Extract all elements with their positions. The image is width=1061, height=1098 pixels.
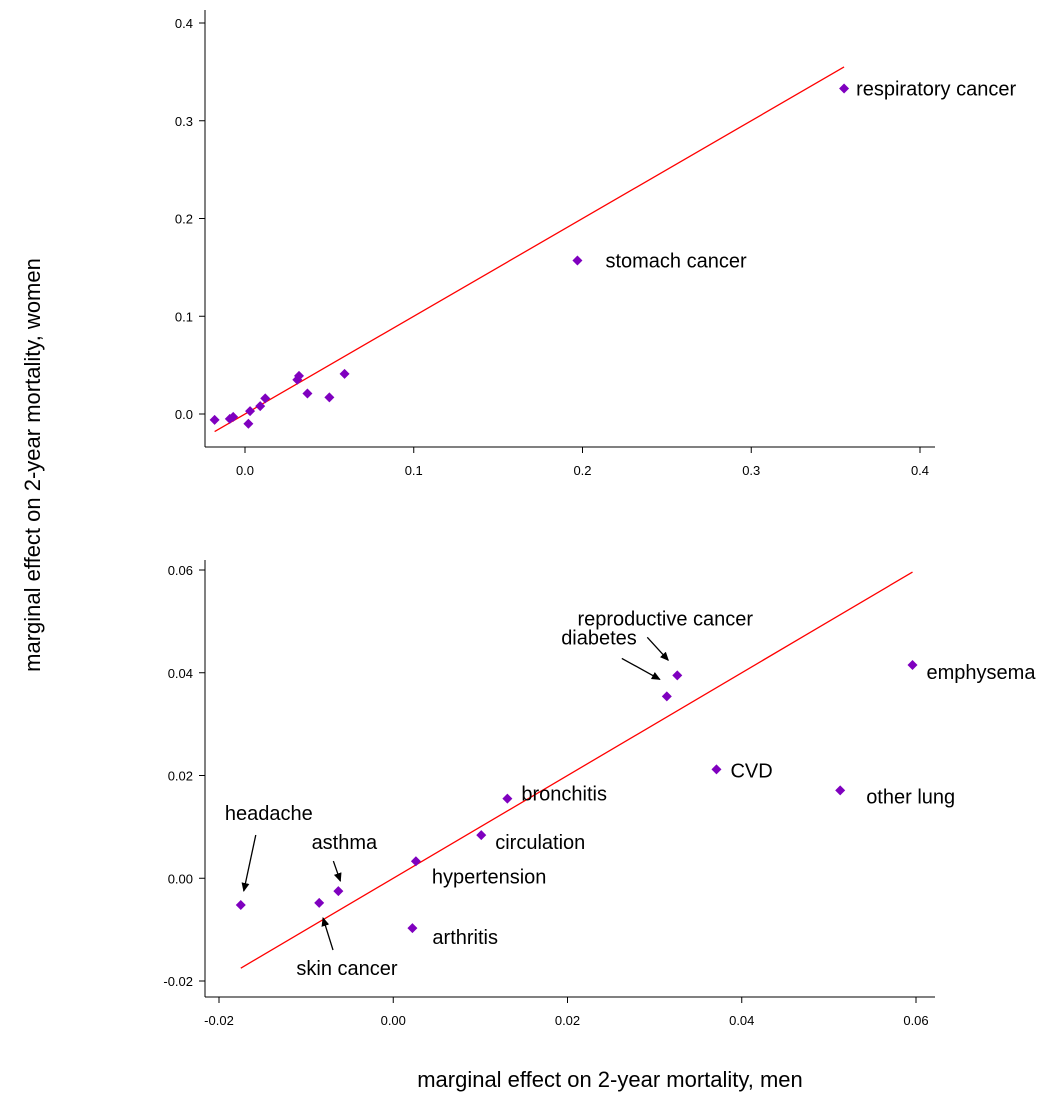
label-arrow [621,657,661,680]
data-point [235,899,246,910]
data-point [209,414,220,425]
point-label: hypertension [432,866,547,888]
y-tick-label: 0.4 [175,16,193,31]
point-label: stomach cancer [605,251,747,273]
x-tick-label: 0.1 [405,463,423,478]
data-point [672,670,683,681]
y-tick-label: 0.0 [175,407,193,422]
label-arrow [646,636,669,662]
x-tick-label: 0.0 [236,463,254,478]
data-point [839,83,850,94]
x-tick-label: 0.3 [742,463,760,478]
data-point [260,393,271,404]
label-arrow [241,834,257,892]
x-axis-title: marginal effect on 2-year mortality, men [417,1067,803,1092]
point-label: bronchitis [521,784,607,806]
y-tick-label: 0.3 [175,114,193,129]
y-tick-label: 0.06 [168,563,193,578]
x-tick-label: 0.00 [381,1013,406,1028]
data-point [476,830,487,841]
point-label: reproductive cancer [577,608,753,630]
point-label: other lung [866,786,955,808]
data-point [255,401,266,412]
point-label: diabetes [561,627,637,649]
reference-line [214,66,845,433]
y-tick-label: 0.04 [168,666,193,681]
point-label: asthma [312,832,378,854]
x-tick-label: 0.04 [729,1013,754,1028]
reference-line [240,571,913,969]
data-point [243,418,254,429]
x-tick-label: -0.02 [204,1013,234,1028]
annotation-arrow [321,917,334,951]
data-point [294,370,304,381]
x-tick-label: 0.2 [573,463,591,478]
point-label: circulation [495,832,585,854]
data-point [502,793,513,804]
x-tick-label: 0.4 [911,463,929,478]
point-label: CVD [730,760,772,782]
y-tick-label: -0.02 [163,974,193,989]
point-label: respiratory cancer [856,78,1016,100]
y-tick-label: 0.00 [168,871,193,886]
data-point [407,923,418,934]
data-point [661,691,672,702]
y-tick-label: 0.02 [168,769,193,784]
data-point [333,886,344,897]
data-point [835,785,846,796]
top-panel: 0.0 0.1 0.2 0.3 0.4 0.0 0.1 0.2 0.3 0.4 respirator… [175,10,1016,478]
y-tick-label: 0.1 [175,309,193,324]
data-point [324,392,335,403]
data-point [572,255,583,266]
data-point [314,897,325,908]
point-label: headache [225,803,313,825]
x-tick-label: 0.02 [555,1013,580,1028]
point-label: emphysema [927,662,1037,684]
data-point [302,388,313,399]
point-label: arthritis [432,927,498,949]
bottom-panel: -0.02 0.00 0.02 0.04 0.06 -0.02 0.00 0.02 0.04 0.… [163,560,1036,1028]
data-point [711,764,722,775]
data-point [339,368,350,379]
annotation-label: skin cancer [296,958,397,980]
data-point [410,856,421,867]
y-axis-title: marginal effect on 2-year mortality, wom… [20,258,45,672]
data-point [245,406,256,417]
data-point [228,411,239,422]
y-tick-label: 0.2 [175,212,193,227]
x-tick-label: 0.06 [903,1013,928,1028]
data-point [907,660,918,671]
label-arrow [332,860,342,883]
